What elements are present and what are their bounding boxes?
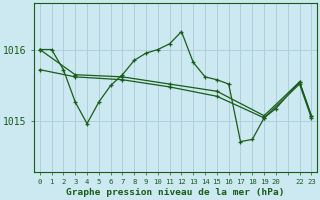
X-axis label: Graphe pression niveau de la mer (hPa): Graphe pression niveau de la mer (hPa)	[66, 188, 285, 197]
